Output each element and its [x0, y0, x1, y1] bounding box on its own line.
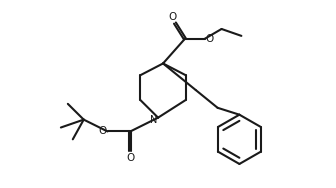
Text: N: N	[151, 115, 158, 125]
Text: O: O	[206, 34, 214, 44]
Text: O: O	[98, 127, 107, 136]
Text: O: O	[169, 12, 177, 22]
Text: O: O	[126, 153, 134, 163]
